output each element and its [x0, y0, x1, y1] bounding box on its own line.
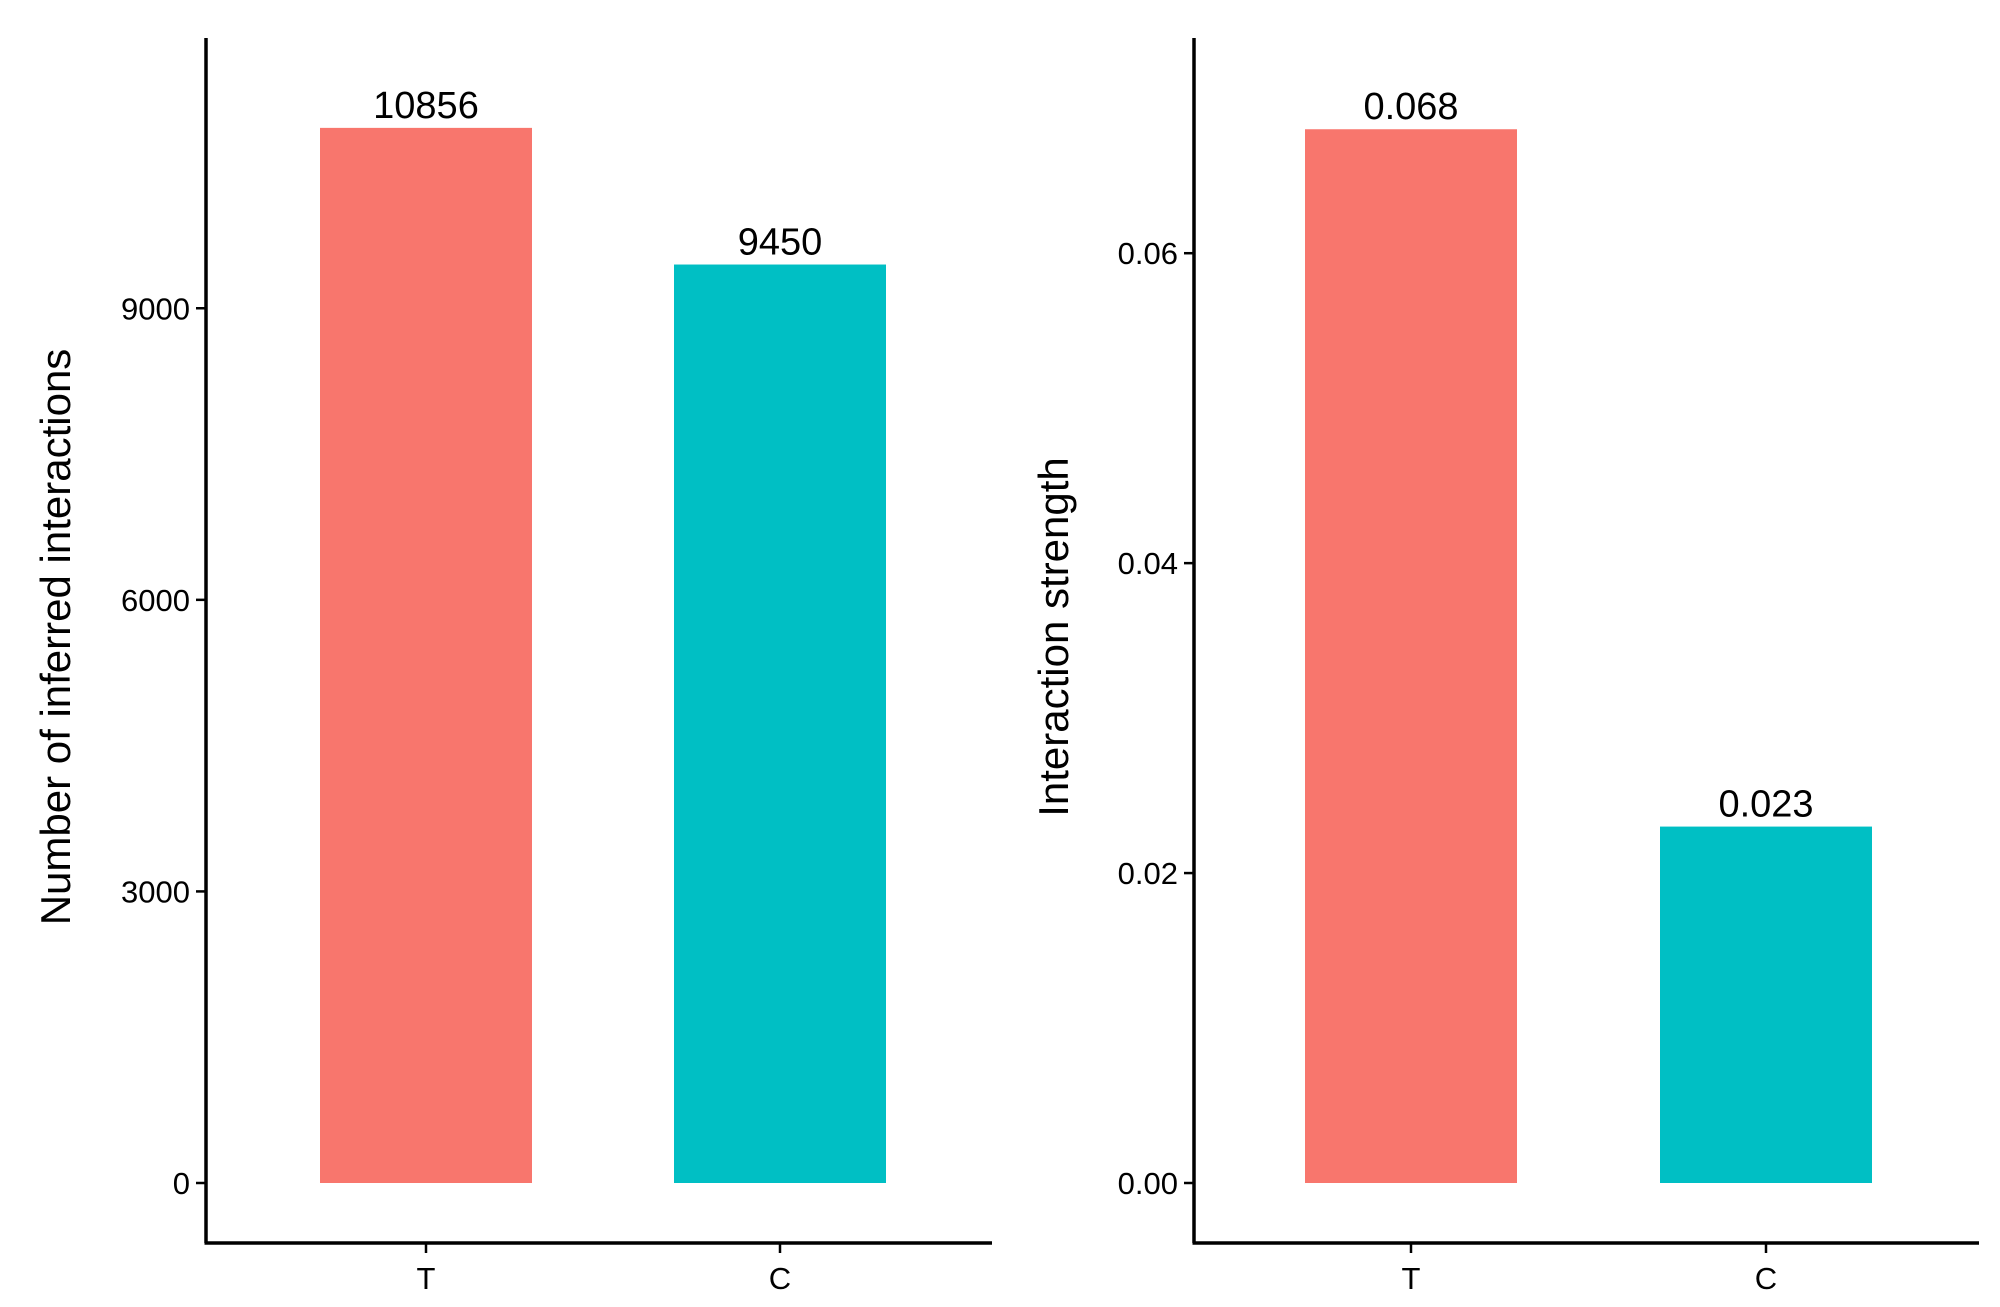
- panel-interactions: Number of inferred interactions 10856 945…: [32, 38, 992, 1296]
- bar-value-label: 0.068: [1363, 86, 1458, 128]
- bar-T: [320, 127, 532, 1183]
- y-tick-label: 9000: [121, 291, 190, 326]
- x-tick-label: C: [769, 1261, 791, 1296]
- panel-strength: Interaction strength 0.0680.0230.000.020…: [1030, 38, 1979, 1296]
- y-tick-label: 0: [173, 1166, 190, 1201]
- bar-T: [1305, 129, 1517, 1183]
- y-tick-label: 0.00: [1118, 1166, 1178, 1201]
- bar-value-label: 10856: [373, 85, 479, 127]
- bar-value-label: 9450: [738, 222, 823, 264]
- x-tick-label: C: [1755, 1261, 1777, 1296]
- y-tick-label: 0.06: [1118, 236, 1178, 271]
- y-tick-label: 0.04: [1118, 546, 1178, 581]
- x-tick-label: T: [417, 1261, 436, 1296]
- plot-area: 10856 9450 0 3000 6000 9000 T C: [121, 38, 992, 1296]
- plot-area: 0.068 0.023 0.00 0.02 0.04 0.06 T C: [1118, 38, 1979, 1296]
- bar-C: [674, 264, 886, 1183]
- y-tick-label: 0.02: [1118, 856, 1178, 891]
- y-tick-label: 3000: [121, 874, 190, 909]
- x-tick-label: T: [1402, 1261, 1421, 1296]
- bar-C: [1660, 826, 1872, 1183]
- bar-value-label: 0.023: [1718, 784, 1813, 826]
- y-axis-title: Interaction strength: [1030, 457, 1077, 817]
- y-tick-label: 6000: [121, 583, 190, 618]
- y-axis-title: Number of inferred interactions: [32, 349, 79, 926]
